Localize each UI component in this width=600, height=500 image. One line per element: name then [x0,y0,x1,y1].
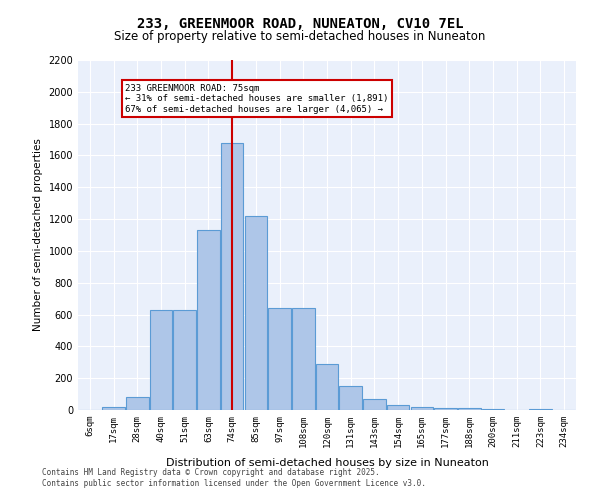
Text: 233, GREENMOOR ROAD, NUNEATON, CV10 7EL: 233, GREENMOOR ROAD, NUNEATON, CV10 7EL [137,18,463,32]
Bar [363,399,386,410]
Y-axis label: Number of semi-detached properties: Number of semi-detached properties [33,138,43,332]
Bar [173,310,196,410]
Bar [410,407,433,410]
Text: 233 GREENMOOR ROAD: 75sqm
← 31% of semi-detached houses are smaller (1,891)
67% : 233 GREENMOOR ROAD: 75sqm ← 31% of semi-… [125,84,389,114]
Bar [316,364,338,410]
Bar [482,409,504,410]
Bar [126,398,149,410]
Bar [292,308,314,410]
Bar [150,310,172,410]
Bar [197,230,220,410]
Bar [434,408,457,410]
Bar [103,407,125,410]
X-axis label: Distribution of semi-detached houses by size in Nuneaton: Distribution of semi-detached houses by … [166,458,488,468]
Bar [340,386,362,410]
Text: Size of property relative to semi-detached houses in Nuneaton: Size of property relative to semi-detach… [115,30,485,43]
Bar [458,408,481,410]
Bar [268,308,291,410]
Bar [221,142,244,410]
Bar [387,405,409,410]
Bar [529,409,551,410]
Text: Contains HM Land Registry data © Crown copyright and database right 2025.
Contai: Contains HM Land Registry data © Crown c… [42,468,426,487]
Bar [245,216,267,410]
